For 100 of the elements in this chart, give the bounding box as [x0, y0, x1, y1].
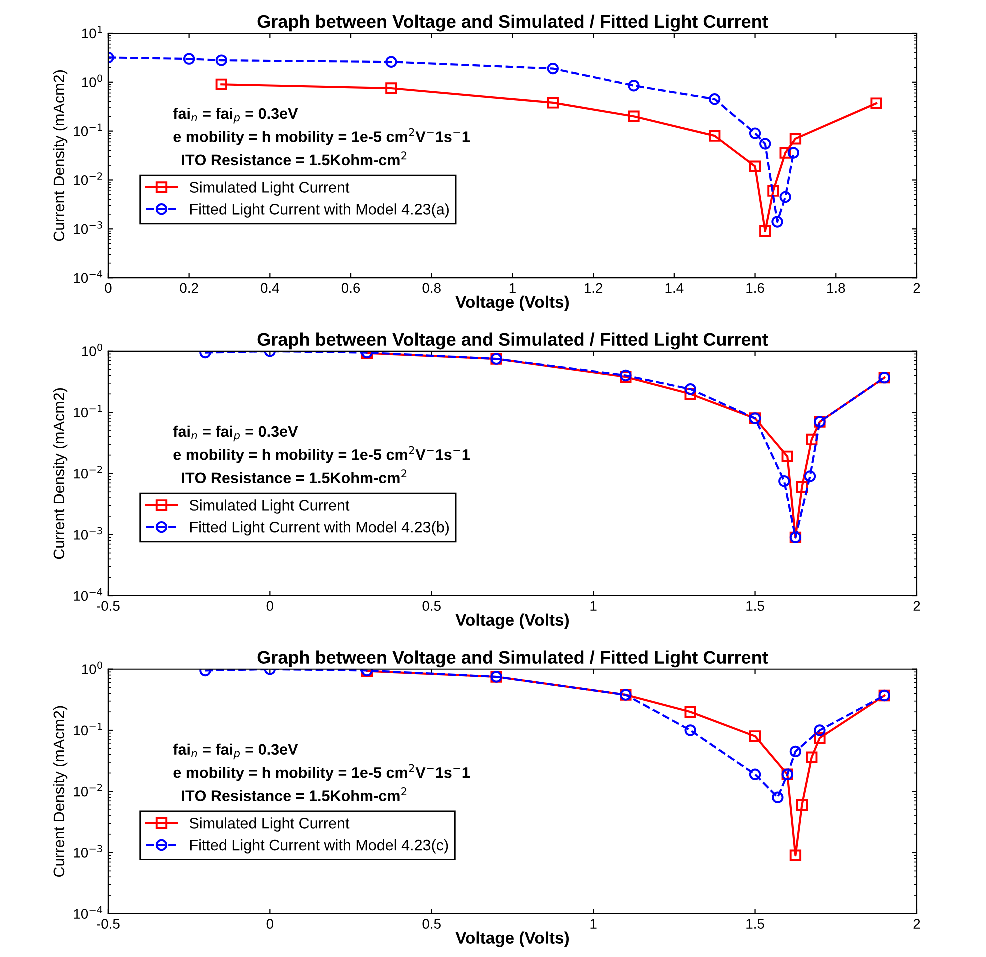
- x-tick-label: -0.5: [97, 919, 120, 929]
- point: [749, 730, 762, 742]
- point: [547, 97, 559, 109]
- x-tick-label: 0: [105, 283, 112, 294]
- point: [684, 724, 696, 736]
- point: [790, 850, 802, 862]
- annotation: e mobility = h mobility = 1e-5 cm$^{2}$V$^{−}$1s$^{−}$1: [174, 764, 470, 782]
- y-tick-label: 10$^{0}$: [82, 662, 102, 674]
- x-tick-label: 1.4: [666, 283, 684, 293]
- x-tick-label: 1: [510, 283, 516, 293]
- x-tick-label: 0: [266, 601, 274, 612]
- x-axis-title: Voltage (Volts): [456, 614, 570, 630]
- annotation: fai$_{n}$ = fai$_{p}$ = 0.3eV: [173, 426, 298, 442]
- x-tick-label: 0.8: [422, 283, 441, 294]
- y-tick-label: 10$^{−1}$: [74, 124, 102, 136]
- y-tick-label: 10$^{−2}$: [74, 784, 102, 797]
- point: [709, 94, 721, 106]
- x-tick-label: -0.5: [97, 601, 120, 612]
- point: [760, 226, 772, 238]
- chart-title: Graph between Voltage and Simulated / Fitted Light Current: [258, 650, 768, 668]
- point: [749, 768, 762, 780]
- y-tick-label: 10$^{−4}$: [74, 906, 103, 920]
- legend-label: Simulated Light Current: [190, 182, 350, 196]
- y-tick-label: 10$^{−3}$: [74, 527, 102, 540]
- y-axis-title: Current Density (mAcm2): [53, 70, 68, 242]
- x-tick-label: 1.6: [746, 283, 764, 294]
- x-tick-label: 1.5: [746, 919, 764, 929]
- legend-label: Simulated Light Current: [190, 818, 350, 832]
- point: [814, 724, 826, 736]
- point: [684, 383, 696, 396]
- y-axis-title: Current Density (mAcm2): [53, 706, 68, 878]
- point: [216, 78, 228, 90]
- point: [684, 706, 696, 718]
- y-tick-label: 10$^{−3}$: [74, 845, 102, 858]
- legend-label: Fitted Light Current with Model 4.23(b): [190, 522, 449, 536]
- chart-title: Graph between Voltage and Simulated / Fitted Light Current: [258, 14, 768, 32]
- point: [386, 82, 398, 94]
- annotation: e mobility = h mobility = 1e-5 cm$^{2}$V$^{−}$1s$^{−}$1: [174, 128, 470, 146]
- point: [806, 434, 818, 446]
- y-tick-label: 10$^{−4}$: [74, 588, 103, 602]
- x-tick-label: 1.8: [828, 283, 846, 294]
- y-tick-label: 10$^{−2}$: [74, 466, 102, 479]
- point: [386, 56, 398, 68]
- x-tick-label: 1: [590, 919, 597, 929]
- point: [782, 450, 794, 463]
- point: [788, 147, 800, 159]
- x-tick-label: 0.6: [342, 283, 360, 294]
- point: [796, 799, 808, 812]
- chart-title: Graph between Voltage and Simulated / Fitted Light Current: [258, 332, 768, 350]
- point: [778, 476, 790, 488]
- x-axis-title: Voltage (Volts): [456, 296, 570, 312]
- point: [709, 130, 721, 142]
- x-tick-label: 0.2: [180, 283, 198, 294]
- legend-label: Fitted Light Current with Model 4.23(c): [190, 839, 448, 854]
- annotation: ITO Resistance = 1.5Kohm-cm$^{2}$: [182, 470, 407, 484]
- point: [790, 746, 802, 758]
- y-axis-title: Current Density (mAcm2): [53, 388, 68, 560]
- annotation: fai$_{n}$ = fai$_{p}$ = 0.3eV: [173, 744, 298, 760]
- point: [183, 53, 196, 65]
- point: [814, 732, 826, 744]
- y-tick-label: 10$^{−1}$: [74, 405, 102, 418]
- annotation: e mobility = h mobility = 1e-5 cm$^{2}$V$^{−}$1s$^{−}$1: [174, 446, 470, 464]
- point: [628, 110, 640, 122]
- y-tick-label: 10$^{−3}$: [74, 222, 102, 234]
- point: [547, 62, 559, 75]
- point: [628, 80, 640, 92]
- x-tick-label: 0.5: [422, 919, 441, 929]
- y-tick-label: 10$^{0}$: [82, 74, 102, 88]
- point: [870, 98, 882, 110]
- point: [796, 481, 808, 494]
- point: [684, 388, 696, 400]
- y-tick-label: 10$^{−4}$: [74, 270, 103, 284]
- x-tick-label: 2: [914, 919, 920, 929]
- point: [780, 191, 792, 204]
- point: [804, 470, 816, 482]
- point: [772, 216, 784, 228]
- point: [768, 185, 780, 197]
- point: [772, 792, 784, 804]
- legend-label: Simulated Light Current: [190, 500, 350, 514]
- y-tick-label: 10$^{0}$: [82, 344, 102, 356]
- y-tick-label: 10$^{1}$: [82, 26, 102, 39]
- annotation: ITO Resistance = 1.5Kohm-cm$^{2}$: [182, 152, 407, 166]
- x-tick-label: 0.4: [261, 283, 280, 294]
- annotation: ITO Resistance = 1.5Kohm-cm$^{2}$: [182, 788, 407, 802]
- x-tick-label: 2: [914, 283, 920, 293]
- point: [749, 160, 762, 172]
- x-tick-label: 1.2: [584, 283, 603, 293]
- point: [780, 147, 792, 159]
- point: [806, 752, 818, 764]
- x-axis-title: Voltage (Volts): [456, 932, 570, 948]
- legend-label: Fitted Light Current with Model 4.23(a): [190, 204, 449, 218]
- point: [749, 128, 762, 140]
- annotation: fai$_{n}$ = fai$_{p}$ = 0.3eV: [173, 108, 298, 124]
- point: [790, 133, 802, 145]
- x-tick-label: 1.5: [746, 601, 764, 612]
- x-tick-label: 1: [590, 601, 597, 611]
- x-tick-label: 2: [914, 601, 920, 611]
- y-tick-label: 10$^{−1}$: [74, 723, 102, 736]
- y-tick-label: 10$^{−2}$: [74, 172, 102, 186]
- x-tick-label: 0.5: [422, 601, 441, 612]
